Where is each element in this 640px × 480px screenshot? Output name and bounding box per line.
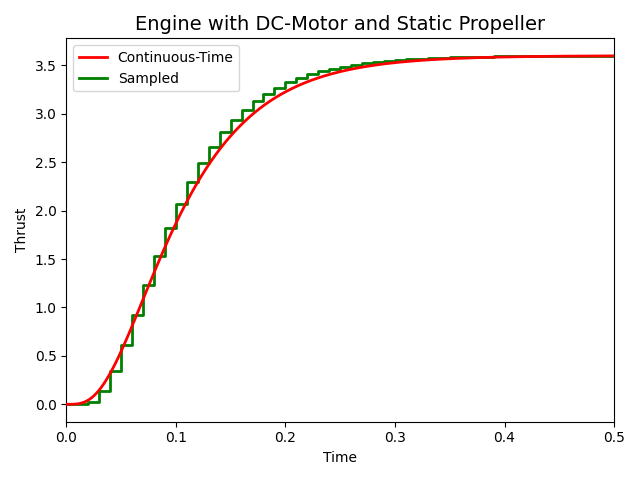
- Title: Engine with DC-Motor and Static Propeller: Engine with DC-Motor and Static Propelle…: [135, 15, 545, 34]
- Continuous-Time: [63, 401, 70, 407]
- Legend: Continuous-Time, Sampled: Continuous-Time, Sampled: [73, 45, 239, 91]
- Continuous-Time: [584, 53, 591, 59]
- Sampled: [479, 54, 486, 60]
- Sampled: [446, 55, 454, 60]
- Continuous-Time: [433, 57, 441, 62]
- Continuous-Time: [440, 56, 448, 62]
- Sampled: [314, 68, 322, 74]
- Sampled: [391, 57, 399, 63]
- Y-axis label: Thrust: Thrust: [15, 208, 29, 252]
- Sampled: [106, 388, 114, 394]
- Continuous-Time: [118, 346, 126, 351]
- Line: Sampled: Sampled: [67, 56, 614, 404]
- X-axis label: Time: Time: [323, 451, 357, 465]
- Sampled: [610, 53, 618, 59]
- Sampled: [63, 401, 70, 407]
- Continuous-Time: [610, 53, 618, 59]
- Continuous-Time: [382, 61, 390, 67]
- Line: Continuous-Time: Continuous-Time: [67, 56, 614, 404]
- Sampled: [205, 160, 212, 166]
- Continuous-Time: [170, 226, 177, 231]
